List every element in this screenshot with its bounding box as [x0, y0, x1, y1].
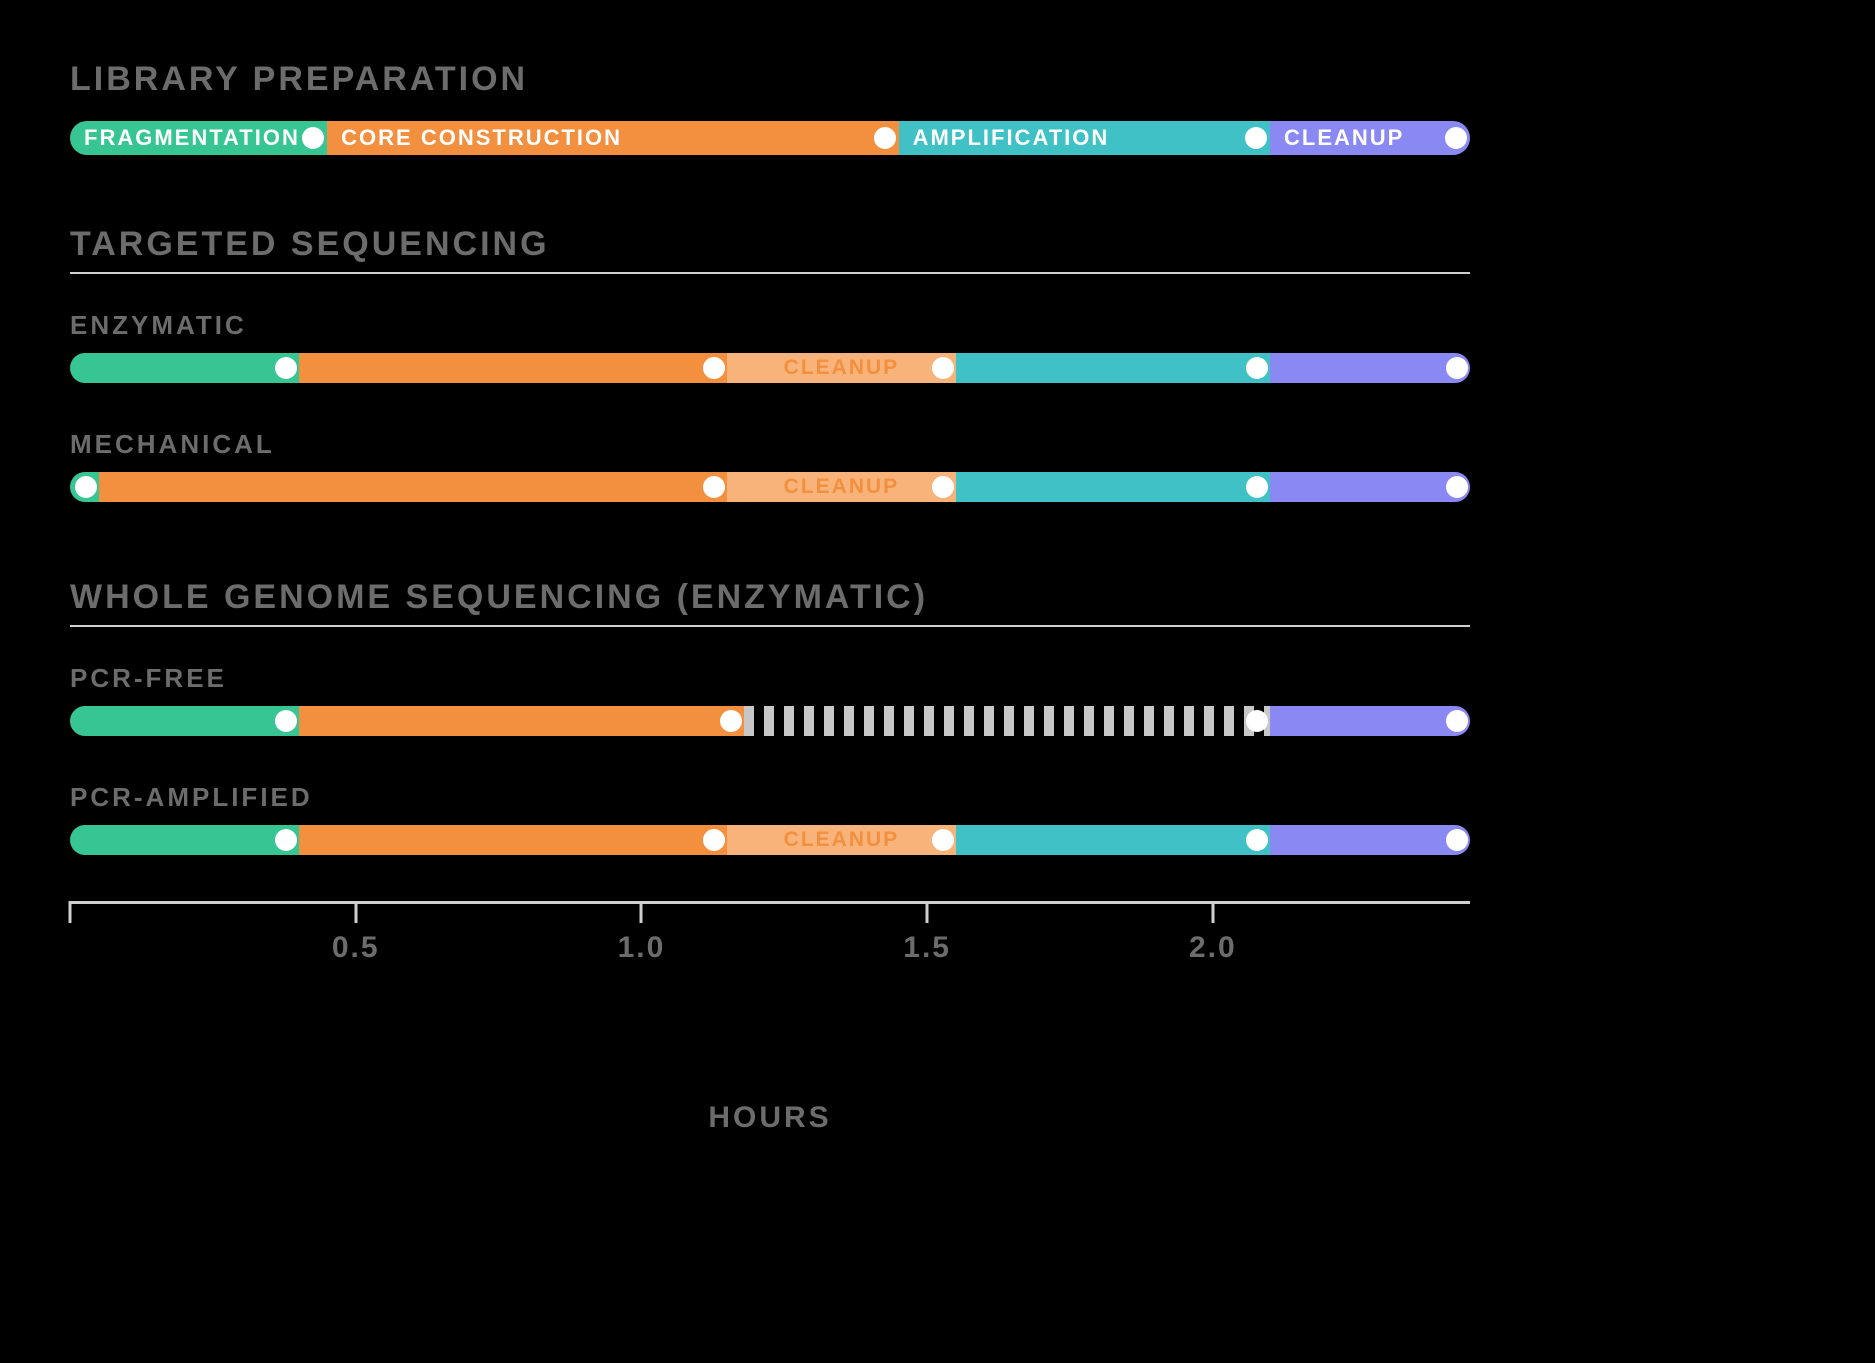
axis-tick-label: 2.0 — [1189, 931, 1237, 965]
segment-end-dot — [1446, 829, 1468, 851]
legend-segment: AMPLIFICATION — [899, 121, 1270, 155]
axis-tick — [640, 901, 643, 923]
segment-end-dot — [1246, 476, 1268, 498]
bar-segment — [1270, 472, 1470, 502]
bar-segment — [70, 825, 299, 855]
segment-end-dot — [720, 710, 742, 732]
segment-end-dot — [1246, 829, 1268, 851]
segment-end-dot — [1246, 357, 1268, 379]
bar-segment — [956, 472, 1270, 502]
axis-tick — [926, 901, 929, 923]
segment-end-dot — [302, 127, 324, 149]
bar-segment — [299, 825, 728, 855]
axis-line — [70, 901, 1470, 904]
timeline-bar: CLEANUP — [70, 825, 1470, 855]
section-title: WHOLE GENOME SEQUENCING (ENZYMATIC) — [70, 578, 1470, 627]
bar-segment — [956, 825, 1270, 855]
axis-tick-label: 1.0 — [618, 931, 666, 965]
bar-segment — [299, 353, 728, 383]
legend-segment: CLEANUP — [1270, 121, 1470, 155]
segment-end-dot — [874, 127, 896, 149]
bar-segment — [1270, 353, 1470, 383]
segment-end-dot — [703, 829, 725, 851]
row-label: PCR-AMPLIFIED — [70, 782, 1470, 813]
bar-segment — [727, 353, 956, 383]
segment-end-dot — [1246, 710, 1268, 732]
axis-tick — [1211, 901, 1214, 923]
bar-segment — [99, 472, 728, 502]
axis-tick-label: 1.5 — [903, 931, 951, 965]
x-axis: 0.5 1.0 1.5 2.0 — [70, 901, 1470, 1011]
segment-end-dot — [703, 357, 725, 379]
segment-end-dot — [75, 476, 97, 498]
axis-tick-label: 0.5 — [332, 931, 380, 965]
legend-segment: FRAGMENTATION — [70, 121, 327, 155]
timeline-bar: CLEANUP — [70, 472, 1470, 502]
bar-segment — [956, 353, 1270, 383]
row-label: ENZYMATIC — [70, 310, 1470, 341]
segment-end-dot — [1446, 357, 1468, 379]
axis-tick — [69, 901, 72, 923]
legend-segment: CORE CONSTRUCTION — [327, 121, 898, 155]
segment-end-dot — [275, 357, 297, 379]
bar-segment — [727, 472, 956, 502]
segment-end-dot — [1446, 710, 1468, 732]
segment-end-dot — [1446, 476, 1468, 498]
legend-bar: FRAGMENTATIONCORE CONSTRUCTIONAMPLIFICAT… — [70, 121, 1470, 155]
segment-end-dot — [932, 476, 954, 498]
segment-end-dot — [932, 357, 954, 379]
segment-end-dot — [703, 476, 725, 498]
timeline-bar: CLEANUP — [70, 353, 1470, 383]
bar-segment — [1270, 825, 1470, 855]
bar-segment — [299, 706, 745, 736]
bar-segment — [70, 353, 299, 383]
row-label: PCR-FREE — [70, 663, 1470, 694]
bar-segment — [727, 825, 956, 855]
segment-end-dot — [932, 829, 954, 851]
section-title: TARGETED SEQUENCING — [70, 225, 1470, 274]
bar-segment — [744, 706, 1270, 736]
segment-end-dot — [1445, 127, 1467, 149]
segment-end-dot — [1245, 127, 1267, 149]
axis-title: HOURS — [70, 1101, 1470, 1135]
row-label: MECHANICAL — [70, 429, 1470, 460]
bar-segment — [70, 706, 299, 736]
segment-end-dot — [275, 829, 297, 851]
chart-container: LIBRARY PREPARATION FRAGMENTATIONCORE CO… — [70, 60, 1470, 1135]
timeline-bar — [70, 706, 1470, 736]
main-title: LIBRARY PREPARATION — [70, 60, 1470, 99]
bar-segment — [1270, 706, 1470, 736]
segment-end-dot — [275, 710, 297, 732]
axis-tick — [354, 901, 357, 923]
